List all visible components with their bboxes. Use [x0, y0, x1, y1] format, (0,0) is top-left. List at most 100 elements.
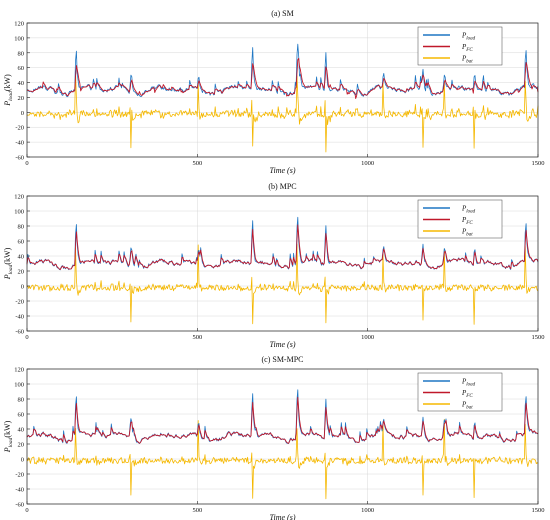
legend-label-main: P — [461, 216, 467, 224]
y-tick-label: 0 — [21, 110, 24, 117]
legend-label-sub: load — [466, 36, 475, 41]
y-axis-label-main: P — [3, 447, 12, 453]
legend-label-main: P — [461, 32, 467, 40]
y-tick-label: 120 — [14, 367, 24, 374]
y-tick-label: 120 — [14, 194, 24, 201]
legend-label-sub: FC — [465, 394, 473, 399]
legend-label-main: P — [461, 205, 467, 213]
series-line-fc — [26, 224, 539, 270]
y-tick-label: -20 — [15, 125, 24, 132]
legend-label-load: Pload — [461, 205, 476, 215]
x-tick-label: 1500 — [532, 160, 545, 167]
y-tick-label: -60 — [15, 155, 24, 162]
y-axis-label-sub: load — [8, 437, 14, 447]
x-tick-label: 1000 — [361, 507, 374, 514]
y-tick-label: -60 — [15, 502, 24, 509]
y-axis-label: Pload(kW) — [3, 247, 14, 280]
y-tick-label: -40 — [15, 140, 24, 147]
y-tick-label: -40 — [15, 314, 24, 321]
x-tick-label: 0 — [25, 507, 28, 514]
legend-label-bat: Pbat — [461, 401, 473, 411]
legend-label-bat: Pbat — [461, 228, 473, 238]
plot-frame — [26, 368, 539, 505]
y-tick-label: -20 — [15, 299, 24, 306]
x-tick-label: 500 — [192, 160, 202, 167]
legend-label-fc: PFC — [461, 43, 473, 53]
chart-title: (a) SM — [271, 9, 293, 18]
y-tick-label: 0 — [21, 457, 24, 464]
legend-label-main: P — [461, 401, 467, 409]
y-tick-label: 40 — [18, 254, 25, 261]
y-tick-label: 40 — [18, 427, 25, 434]
chart-panel-1: (a) SM -60 -40 -20 0 20 40 60 80 100 120 0 500 1000 15… — [3, 9, 545, 175]
x-tick-label: 500 — [192, 334, 202, 341]
y-tick-label: 20 — [18, 442, 25, 449]
chart-title: (b) MPC — [268, 182, 296, 191]
y-axis-label-sub: load — [8, 91, 14, 101]
y-tick-label: 60 — [18, 65, 25, 72]
legend-label-bat: Pbat — [461, 55, 473, 65]
series-line-fc — [26, 396, 539, 444]
x-tick-label: 0 — [25, 160, 28, 167]
y-axis-label-unit: (kW) — [3, 247, 12, 264]
y-axis-label: Pload(kW) — [3, 74, 14, 107]
y-axis-label-main: P — [3, 101, 12, 107]
legend-label-fc: PFC — [461, 389, 473, 399]
y-tick-label: 100 — [14, 382, 24, 389]
series-line-bat — [26, 70, 539, 153]
y-axis-label: Pload(kW) — [3, 420, 14, 453]
y-tick-label: 20 — [18, 95, 25, 102]
x-axis-label: Time (s) — [270, 166, 296, 175]
legend-label-sub: FC — [465, 221, 473, 226]
legend-label-sub: FC — [465, 48, 473, 53]
chart-panel-3: (c) SM-MPC -60 -40 -20 0 20 40 60 80 100 120 0 500 10… — [3, 355, 545, 520]
y-tick-label: 80 — [18, 50, 25, 57]
y-tick-label: 60 — [18, 239, 25, 246]
plot-frame — [26, 22, 539, 158]
y-tick-label: 100 — [14, 209, 24, 216]
y-axis-label-unit: (kW) — [3, 74, 12, 91]
legend-label-load: Pload — [461, 378, 476, 388]
x-tick-label: 1000 — [361, 334, 374, 341]
y-tick-label: 80 — [18, 397, 25, 404]
y-tick-label: -40 — [15, 487, 24, 494]
y-axis-label-main: P — [3, 274, 12, 280]
legend-label-main: P — [461, 55, 467, 63]
legend-label-sub: load — [466, 209, 475, 214]
y-tick-label: 60 — [18, 412, 25, 419]
x-tick-label: 1500 — [532, 334, 545, 341]
chart-title: (c) SM-MPC — [261, 355, 303, 364]
x-axis-label: Time (s) — [270, 513, 296, 520]
y-tick-label: 0 — [21, 284, 24, 291]
legend-label-main: P — [461, 228, 467, 236]
legend-label-main: P — [461, 43, 467, 51]
y-tick-label: 40 — [18, 80, 25, 87]
legend-label-main: P — [461, 389, 467, 397]
y-tick-label: 120 — [14, 21, 24, 28]
y-axis-label-unit: (kW) — [3, 420, 12, 437]
series-line-bat — [26, 418, 539, 500]
chart-panel-2: (b) MPC -60 -40 -20 0 20 40 60 80 100 120 0 500 1000 1… — [3, 182, 545, 349]
y-tick-label: -20 — [15, 472, 24, 479]
y-tick-label: 20 — [18, 269, 25, 276]
x-tick-label: 1500 — [532, 507, 545, 514]
series-line-fc — [26, 57, 539, 99]
legend-label-sub: bat — [466, 405, 473, 410]
y-tick-label: 80 — [18, 224, 25, 231]
legend-label-sub: load — [466, 382, 475, 387]
x-tick-label: 1000 — [361, 160, 374, 167]
legend-label-load: Pload — [461, 32, 476, 42]
y-axis-label-sub: load — [8, 264, 14, 274]
y-tick-label: 100 — [14, 35, 24, 42]
x-axis-label: Time (s) — [270, 340, 296, 349]
y-tick-label: -60 — [15, 329, 24, 336]
legend-label-sub: bat — [466, 59, 473, 64]
plot-frame — [26, 195, 539, 332]
x-tick-label: 0 — [25, 334, 28, 341]
legend-label-sub: bat — [466, 232, 473, 237]
legend-label-main: P — [461, 378, 467, 386]
